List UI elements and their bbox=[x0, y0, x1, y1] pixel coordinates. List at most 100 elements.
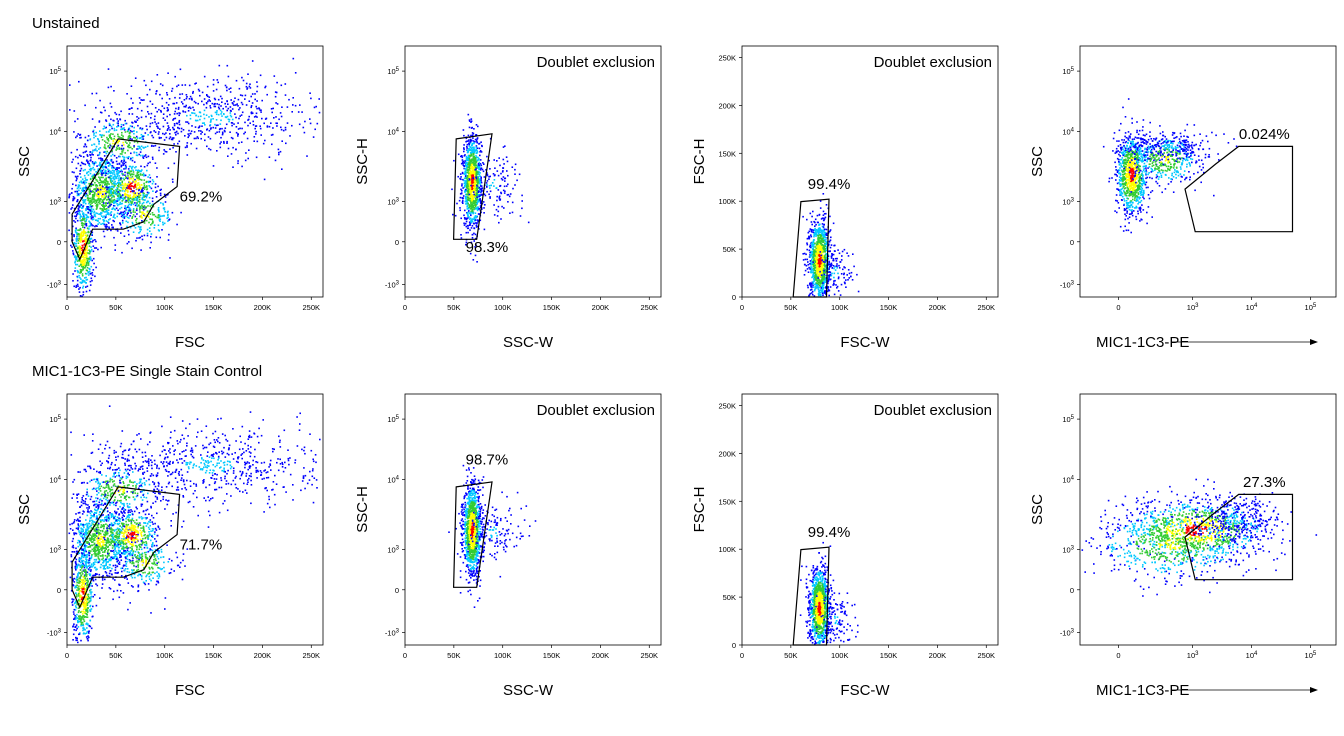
data-point bbox=[149, 161, 151, 164]
data-point bbox=[137, 174, 140, 177]
data-point bbox=[143, 192, 145, 195]
data-point bbox=[100, 181, 103, 183]
data-point bbox=[239, 115, 241, 117]
data-point bbox=[809, 244, 812, 246]
data-point bbox=[142, 135, 144, 138]
data-point bbox=[481, 193, 483, 196]
data-point bbox=[133, 146, 135, 148]
data-point bbox=[153, 130, 155, 132]
data-point bbox=[815, 255, 818, 258]
data-point bbox=[79, 173, 81, 175]
data-point bbox=[76, 187, 79, 190]
data-point bbox=[117, 133, 119, 136]
data-point bbox=[136, 131, 138, 133]
data-point bbox=[229, 87, 232, 89]
data-point bbox=[175, 134, 177, 136]
data-point bbox=[155, 123, 158, 125]
data-point bbox=[101, 134, 104, 136]
data-point bbox=[137, 195, 139, 198]
data-point bbox=[169, 257, 171, 259]
data-point bbox=[110, 178, 112, 181]
data-point bbox=[113, 169, 115, 172]
data-point bbox=[94, 193, 96, 195]
data-point bbox=[130, 188, 132, 190]
data-point bbox=[139, 188, 142, 190]
data-point bbox=[138, 204, 140, 206]
data-point bbox=[124, 131, 127, 133]
data-point bbox=[142, 211, 144, 213]
data-point bbox=[137, 145, 139, 148]
data-point bbox=[810, 231, 813, 233]
data-point bbox=[476, 190, 479, 192]
data-point bbox=[147, 162, 149, 165]
data-point bbox=[255, 133, 257, 135]
data-point bbox=[824, 281, 827, 283]
data-point bbox=[464, 154, 466, 156]
data-point bbox=[127, 204, 130, 207]
data-point bbox=[109, 177, 112, 180]
data-point bbox=[476, 149, 478, 152]
data-point bbox=[157, 229, 160, 231]
data-point bbox=[72, 273, 74, 275]
data-point bbox=[467, 140, 470, 142]
data-point bbox=[272, 133, 274, 136]
data-point bbox=[216, 150, 218, 152]
data-point bbox=[128, 172, 130, 175]
data-point bbox=[467, 189, 469, 192]
data-point bbox=[480, 191, 482, 194]
data-point bbox=[79, 205, 81, 208]
data-point bbox=[473, 148, 476, 150]
data-point bbox=[98, 213, 100, 215]
data-point bbox=[489, 168, 491, 170]
data-point bbox=[78, 154, 81, 157]
data-point bbox=[818, 249, 821, 251]
data-point bbox=[124, 122, 127, 125]
data-point bbox=[86, 208, 89, 210]
data-point bbox=[86, 242, 89, 244]
data-point bbox=[178, 140, 181, 143]
data-point bbox=[113, 191, 116, 193]
data-point bbox=[116, 203, 118, 205]
data-point bbox=[135, 138, 138, 141]
data-point bbox=[467, 231, 469, 234]
data-point bbox=[77, 251, 79, 253]
data-point bbox=[480, 167, 483, 169]
data-point bbox=[92, 184, 95, 186]
data-point bbox=[146, 232, 149, 235]
data-point bbox=[460, 155, 462, 158]
data-point bbox=[217, 113, 220, 116]
data-point bbox=[84, 136, 87, 139]
data-point bbox=[476, 208, 478, 210]
data-point bbox=[186, 121, 189, 123]
data-point bbox=[146, 228, 149, 231]
data-point bbox=[99, 177, 101, 179]
data-point bbox=[140, 184, 143, 186]
data-point bbox=[133, 194, 135, 196]
data-point bbox=[244, 98, 246, 100]
data-point bbox=[306, 155, 308, 157]
data-point bbox=[90, 246, 92, 248]
data-point bbox=[294, 104, 297, 107]
data-point bbox=[89, 172, 92, 175]
data-point bbox=[497, 205, 500, 208]
data-point bbox=[86, 278, 89, 281]
data-point bbox=[473, 193, 475, 196]
x-tick-label: 200K bbox=[592, 303, 610, 312]
data-point bbox=[108, 203, 111, 205]
data-point bbox=[130, 85, 133, 87]
data-point bbox=[82, 163, 85, 165]
data-point bbox=[470, 139, 472, 142]
data-point bbox=[474, 189, 476, 191]
data-point bbox=[98, 121, 101, 123]
data-point bbox=[231, 124, 233, 127]
data-point bbox=[486, 183, 488, 186]
data-point bbox=[209, 137, 212, 140]
data-point bbox=[108, 146, 111, 149]
data-point bbox=[87, 171, 90, 173]
data-point bbox=[483, 193, 486, 195]
data-point bbox=[277, 148, 280, 151]
data-point bbox=[810, 266, 812, 268]
data-point bbox=[471, 178, 474, 180]
data-point bbox=[466, 145, 468, 148]
data-point bbox=[461, 155, 463, 157]
